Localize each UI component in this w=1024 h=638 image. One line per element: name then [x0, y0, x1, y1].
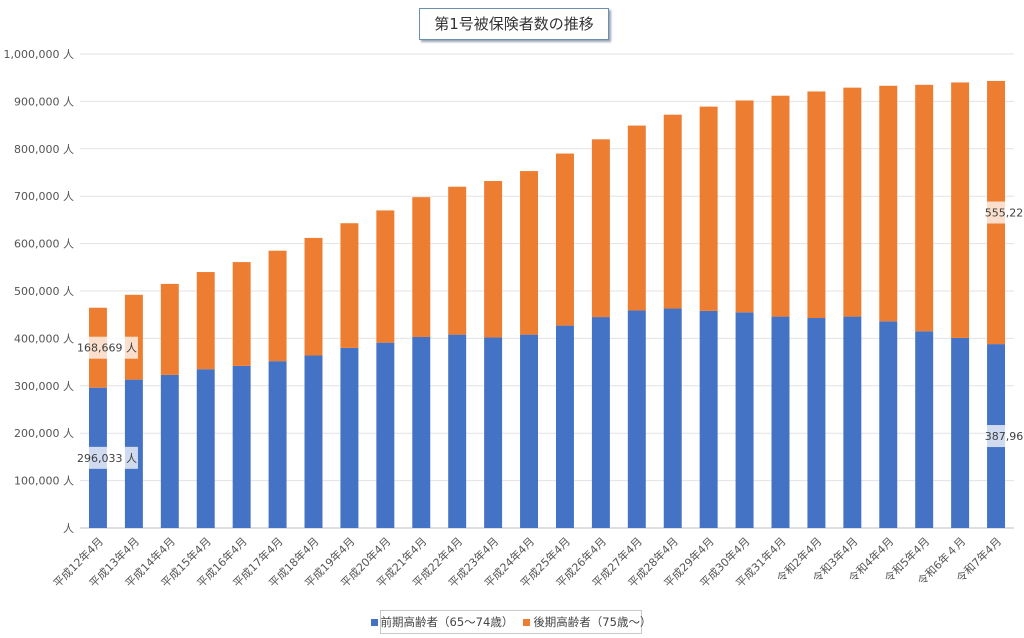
- bar-late-elderly: [879, 85, 898, 322]
- bar-early-elderly: [807, 318, 826, 528]
- data-label-bg: [985, 201, 1024, 224]
- bar-late-elderly: [448, 186, 467, 335]
- bar-late-elderly: [232, 262, 251, 366]
- y-tick-label: 200,000 人: [14, 427, 74, 440]
- y-tick-label: 人: [63, 522, 74, 535]
- bar-early-elderly: [448, 334, 467, 528]
- bar-late-elderly: [340, 223, 359, 348]
- bar-early-elderly: [376, 342, 395, 528]
- bar-early-elderly: [484, 337, 503, 528]
- y-tick-label: 700,000 人: [14, 190, 74, 203]
- bar-early-elderly: [196, 369, 215, 528]
- bar-early-elderly: [843, 316, 862, 528]
- bar-late-elderly: [735, 100, 754, 313]
- bar-early-elderly: [735, 312, 754, 528]
- bar-late-elderly: [807, 91, 826, 319]
- y-tick-label: 300,000 人: [14, 380, 74, 393]
- legend-label-late: 後期高齢者（75歳〜）: [533, 615, 652, 629]
- bar-late-elderly: [699, 106, 718, 311]
- bar-early-elderly: [232, 365, 251, 528]
- bar-early-elderly: [520, 334, 539, 528]
- bar-late-elderly: [376, 210, 395, 343]
- bar-early-elderly: [627, 310, 646, 528]
- bar-early-elderly: [160, 374, 179, 528]
- bar-late-elderly: [663, 114, 682, 309]
- y-tick-label: 900,000 人: [14, 95, 74, 108]
- bar-late-elderly: [520, 171, 539, 335]
- bar-early-elderly: [591, 317, 610, 528]
- bar-early-elderly: [268, 361, 287, 528]
- bar-late-elderly: [304, 237, 323, 356]
- bar-early-elderly: [915, 331, 934, 528]
- bar-early-elderly: [771, 316, 790, 528]
- bar-late-elderly: [555, 153, 574, 326]
- y-tick-label: 400,000 人: [14, 332, 74, 345]
- bar-early-elderly: [304, 355, 323, 528]
- bar-late-elderly: [627, 125, 646, 311]
- data-label: 387,961人: [985, 430, 1024, 443]
- bar-late-elderly: [484, 181, 503, 338]
- bar-early-elderly: [951, 337, 970, 528]
- bar-late-elderly: [160, 283, 179, 375]
- bar-late-elderly: [591, 139, 610, 318]
- bar-late-elderly: [771, 95, 790, 317]
- bar-late-elderly: [951, 82, 970, 338]
- bar-late-elderly: [412, 197, 431, 337]
- bar-early-elderly: [412, 336, 431, 528]
- bar-early-elderly: [879, 321, 898, 528]
- data-label-bg: [985, 425, 1024, 448]
- legend-label-early: 前期高齢者（65〜74歳）: [380, 615, 514, 629]
- data-label: 555,226人: [985, 207, 1024, 220]
- y-tick-label: 800,000 人: [14, 143, 74, 156]
- legend-item-late: 後期高齢者（75歳〜）: [523, 614, 651, 630]
- data-label-bg: [75, 336, 138, 359]
- bar-late-elderly: [843, 87, 862, 317]
- bar-early-elderly: [663, 308, 682, 528]
- y-tick-label: 100,000 人: [14, 475, 74, 488]
- bar-early-elderly: [340, 347, 359, 528]
- legend-swatch-early: [370, 618, 378, 626]
- chart-title: 第1号被保険者数の推移: [419, 8, 609, 40]
- y-tick-label: 500,000 人: [14, 285, 74, 298]
- data-label: 168,669 人: [77, 342, 137, 355]
- legend-item-early: 前期高齢者（65〜74歳）: [370, 614, 514, 630]
- bar-late-elderly: [268, 250, 287, 362]
- bar-early-elderly: [699, 310, 718, 528]
- y-tick-label: 600,000 人: [14, 238, 74, 251]
- bar-early-elderly: [555, 325, 574, 528]
- data-label-bg: [75, 446, 138, 469]
- data-label: 296,033 人: [77, 452, 137, 465]
- y-tick-label: 1,000,000 人: [4, 48, 74, 61]
- legend-swatch-late: [523, 618, 531, 626]
- legend: 前期高齢者（65〜74歳） 後期高齢者（75歳〜）: [370, 610, 651, 634]
- bar-late-elderly: [196, 272, 215, 370]
- bar-late-elderly: [915, 84, 934, 332]
